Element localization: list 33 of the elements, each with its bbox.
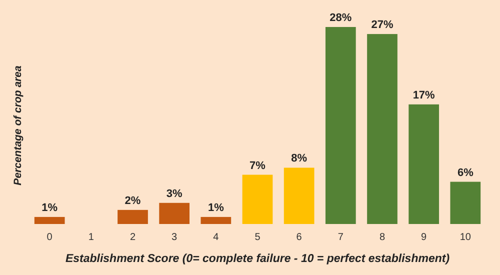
x-tick-label: 1 xyxy=(88,232,94,244)
data-label: 17% xyxy=(412,89,436,102)
x-tick-label: 9 xyxy=(421,232,428,244)
bar xyxy=(325,27,356,224)
data-label: 8% xyxy=(291,152,308,165)
bar xyxy=(284,168,314,224)
data-label: 2% xyxy=(124,194,141,207)
y-axis-title: Percentage of crop area xyxy=(12,66,24,186)
x-tick-label: 7 xyxy=(338,232,344,244)
bar xyxy=(159,202,190,224)
bar xyxy=(408,104,440,224)
bar xyxy=(200,216,232,224)
data-label: 1% xyxy=(42,202,58,214)
x-tick-label: 5 xyxy=(254,232,261,244)
data-label: 6% xyxy=(457,166,474,179)
bar xyxy=(34,216,65,224)
x-tick-label: 8 xyxy=(379,232,386,244)
x-axis-title: Establishment Score (0= complete failure - 10 = perfect establishment) xyxy=(65,253,450,265)
data-label: 1% xyxy=(208,202,224,214)
data-label: 28% xyxy=(330,12,352,24)
bar xyxy=(242,174,273,224)
bar xyxy=(367,34,398,224)
x-tick-label: 6 xyxy=(296,232,302,244)
data-label: 3% xyxy=(166,188,182,200)
x-tick-label: 2 xyxy=(130,232,136,244)
bar xyxy=(118,210,148,224)
data-label: 7% xyxy=(250,160,266,172)
data-label: 27% xyxy=(371,19,394,32)
x-tick-label: 10 xyxy=(460,232,472,244)
x-tick-label: 3 xyxy=(172,232,178,244)
x-tick-label: 0 xyxy=(46,232,53,244)
x-tick-label: 4 xyxy=(213,232,220,244)
bar xyxy=(450,182,481,224)
